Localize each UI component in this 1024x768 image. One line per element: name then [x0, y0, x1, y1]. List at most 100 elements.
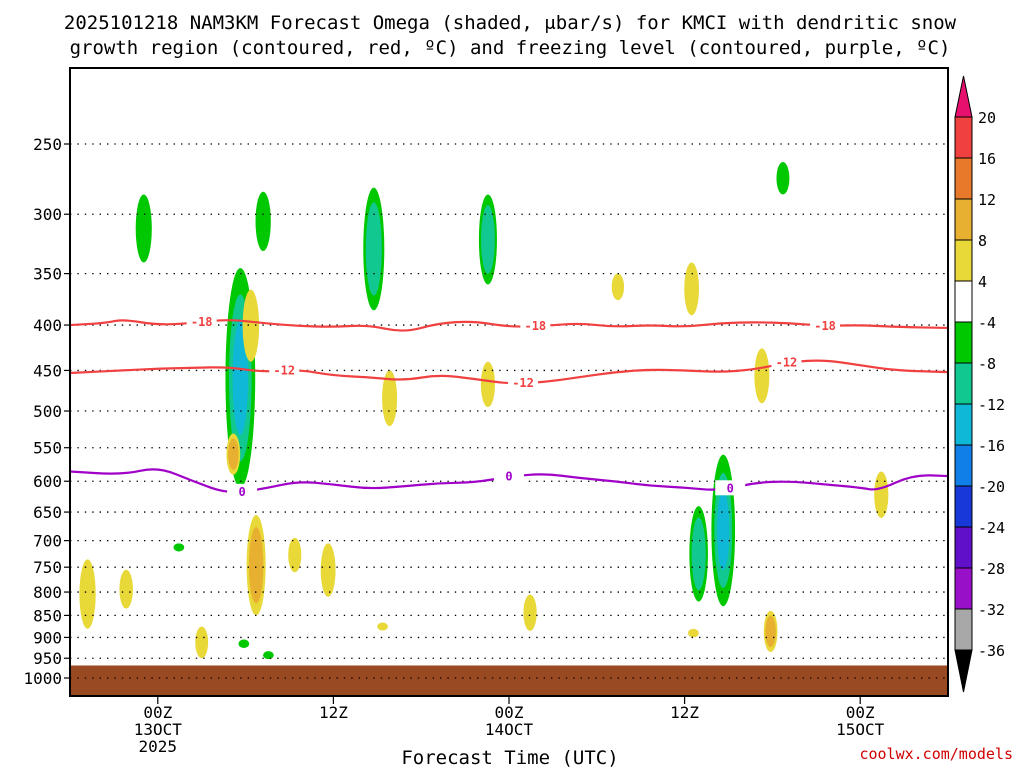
omega-blob-8	[173, 543, 185, 552]
omega-blob-1-level-4	[255, 191, 271, 251]
omega-blob-21-level-4	[754, 348, 770, 404]
y-tick-label-650: 650	[33, 503, 62, 522]
omega-blob-25	[874, 471, 889, 518]
dgz-upper-contour-label-1: -18	[524, 319, 546, 333]
omega-blob-22	[763, 610, 778, 653]
omega-blob-4-level-8	[481, 205, 495, 274]
colorbar-top-arrow	[954, 75, 973, 118]
colorbar-label-13: -36	[978, 642, 1005, 660]
colorbar-cell-12	[954, 567, 973, 610]
colorbar-label-4: 4	[978, 273, 987, 291]
y-tick-label-700: 700	[33, 532, 62, 551]
x-tick-label-0-1: 00Z	[143, 703, 172, 722]
omega-blob-19	[611, 273, 625, 301]
dgz-upper-contour-label-bg-1	[520, 318, 551, 334]
y-tick-label-950: 950	[33, 649, 62, 668]
omega-blob-15-level-4	[320, 543, 336, 597]
omega-blob-20-level-4	[684, 262, 700, 316]
omega-blob-18-level-4	[523, 594, 537, 631]
y-tick-label-750: 750	[33, 558, 62, 577]
colorbar-cell-13	[954, 608, 973, 651]
omega-blob-26	[79, 559, 96, 629]
omega-blob-10-level-4	[238, 639, 250, 648]
omega-blob-12-level-8	[228, 438, 239, 470]
omega-blob-0-level-4	[135, 194, 152, 263]
colorbar-label-7: -12	[978, 396, 1005, 414]
y-tick-label-800: 800	[33, 583, 62, 602]
x-axis-label: Forecast Time (UTC)	[401, 747, 618, 768]
colorbar-label-3: 8	[978, 232, 987, 250]
omega-blob-2-level-12	[232, 320, 249, 435]
y-tick-label-1000: 1000	[23, 669, 62, 688]
y-tick-label-900: 900	[33, 628, 62, 647]
omega-blob-5	[776, 162, 790, 195]
colorbar-cell-8	[954, 403, 973, 446]
colorbar-label-12: -32	[978, 601, 1005, 619]
colorbar-cell-1	[954, 116, 973, 159]
omega-blob-16	[382, 370, 398, 427]
omega-blob-24	[377, 622, 388, 631]
omega-blob-23-level-4	[687, 628, 699, 638]
omega-blob-18	[523, 594, 537, 631]
dgz-lower-contour-label-bg-1	[508, 375, 539, 391]
colorbar: 20 16 12 8 4 -4 -8 -12 -16 -20 -24 -28 -32 -36	[954, 75, 1005, 693]
y-tick-label-400: 400	[33, 316, 62, 335]
omega-blob-3-level-8	[365, 202, 382, 296]
x-tick-label-3-1: 12Z	[670, 703, 699, 722]
colorbar-label-11: -28	[978, 560, 1005, 578]
omega-shading	[79, 162, 889, 660]
colorbar-cell-3	[954, 198, 973, 241]
omega-blob-7	[689, 506, 708, 602]
freezing-level-contour-label-bg-0	[227, 483, 258, 499]
omega-blob-19-level-4	[611, 273, 625, 301]
omega-blob-4	[478, 194, 497, 285]
freezing-level-contour-label-bg-2	[715, 480, 746, 496]
omega-blob-27-level-4	[119, 569, 133, 609]
omega-blob-13	[246, 515, 266, 616]
omega-blob-7-level-8	[691, 517, 706, 591]
omega-blob-21	[754, 348, 770, 404]
y-axis: 250 300 350 400 450 500 550 600 650 700 750 800 850 9…	[23, 135, 70, 688]
x-tick-label-0-2: 13OCT	[134, 720, 183, 739]
omega-blob-24-level-4	[377, 622, 388, 631]
omega-blob-11	[242, 289, 260, 362]
dgz-lower-contour-label-bg-2	[771, 354, 802, 370]
colorbar-cell-6	[954, 321, 973, 364]
freezing-level-contour-label-1: 0	[505, 470, 512, 484]
colorbar-cell-10	[954, 485, 973, 528]
colorbar-cell-9	[954, 444, 973, 487]
x-tick-label-4-2: 15OCT	[836, 720, 885, 739]
colorbar-label-9: -20	[978, 478, 1005, 496]
site-credit: coolwx.com/models	[859, 745, 1013, 763]
y-tick-label-600: 600	[33, 472, 62, 491]
omega-blob-11-level-4	[242, 289, 260, 362]
colorbar-label-1: 16	[978, 150, 996, 168]
omega-blob-13-level-8	[248, 527, 264, 604]
dgz-upper-contour-line	[69, 319, 949, 332]
colorbar-bottom-arrow	[954, 649, 973, 693]
x-tick-label-0-3: 2025	[139, 737, 178, 756]
colorbar-label-8: -16	[978, 437, 1005, 455]
y-tick-label-550: 550	[33, 439, 62, 458]
omega-blob-27	[119, 569, 133, 609]
omega-blob-10	[238, 639, 250, 648]
colorbar-cell-7	[954, 362, 973, 405]
y-tick-label-250: 250	[33, 135, 62, 154]
colorbar-cell-11	[954, 526, 973, 569]
x-tick-label-2-1: 00Z	[495, 703, 524, 722]
omega-blob-28-level-4	[195, 626, 209, 659]
omega-blob-14-level-4	[288, 537, 302, 573]
temperature-contours: -18 -18 -18 -12 -12 -12 0 0 0	[69, 314, 949, 499]
omega-blob-28	[195, 626, 209, 659]
plot-area: -18 -18 -18 -12 -12 -12 0 0 0	[69, 67, 949, 697]
dgz-upper-contour-label-bg-0	[186, 314, 217, 330]
colorbar-label-10: -24	[978, 519, 1005, 537]
omega-blob-9-level-4	[263, 651, 274, 660]
colorbar-cell-2	[954, 157, 973, 200]
chart-title-line1: 2025101218 NAM3KM Forecast Omega (shaded…	[64, 12, 957, 34]
omega-blob-5-level-4	[776, 162, 790, 195]
freezing-level-contour-label-0: 0	[238, 485, 245, 499]
freezing-level-contour-label-bg-1	[494, 468, 524, 484]
pressure-gridlines	[70, 143, 948, 679]
